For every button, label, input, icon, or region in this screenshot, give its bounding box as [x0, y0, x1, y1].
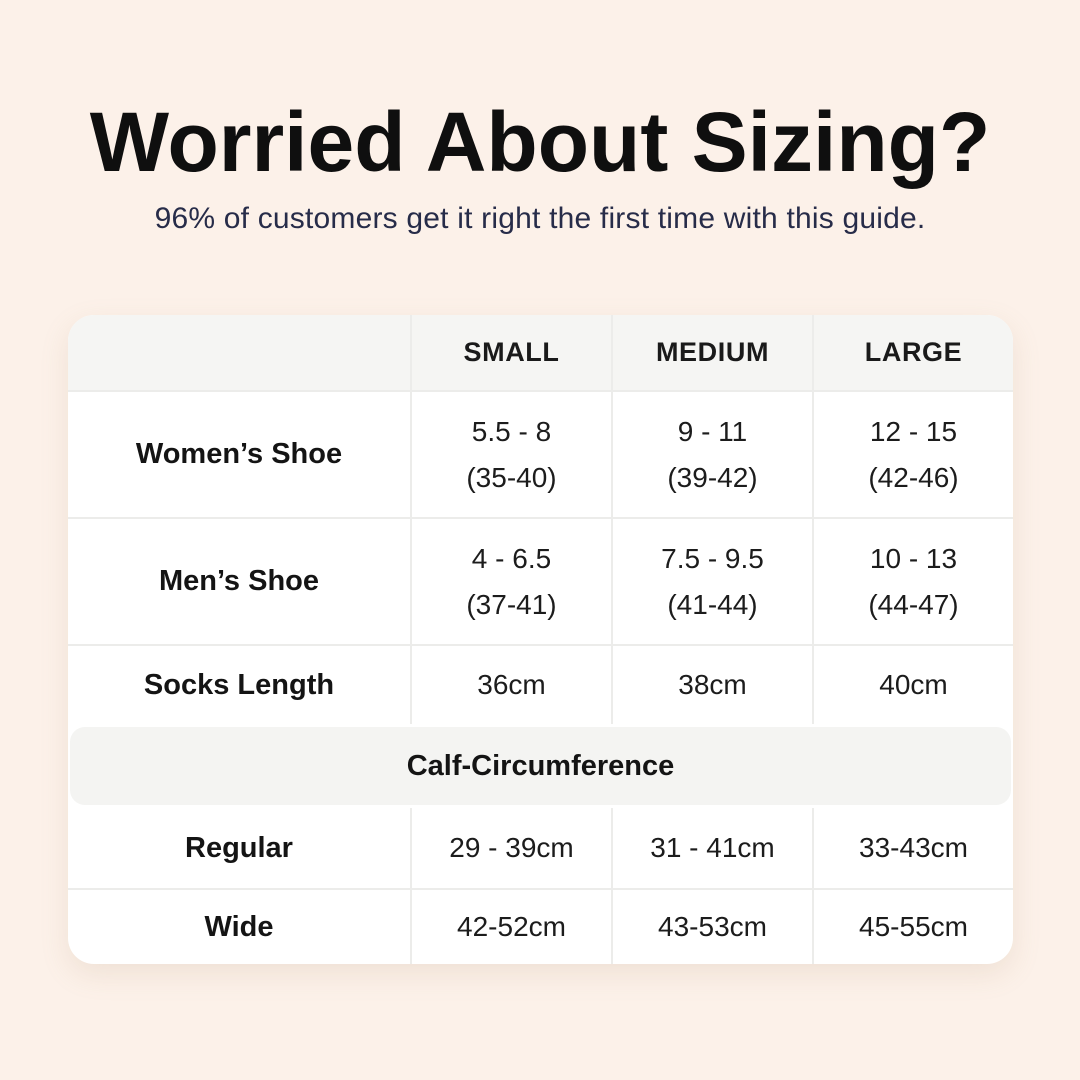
cell-socks-length-large: 40cm: [812, 646, 1013, 724]
hero-section: Worried About Sizing? 96% of customers g…: [0, 0, 1080, 236]
cell-socks-length-medium: 38cm: [611, 646, 812, 724]
column-header-large: LARGE: [812, 315, 1013, 390]
cell-regular-small: 29 - 39cm: [410, 808, 611, 888]
cell-regular-large: 33-43cm: [812, 808, 1013, 888]
table-row-mens-shoe: Men’s Shoe 4 - 6.5 (37-41) 7.5 - 9.5 (41…: [68, 517, 1013, 644]
cell-womens-shoe-small: 5.5 - 8 (35-40): [410, 392, 611, 517]
cell-regular-medium: 31 - 41cm: [611, 808, 812, 888]
column-header-blank: [68, 315, 410, 390]
section-header-label: Calf-Circumference: [406, 749, 675, 782]
size-chart-table: SMALL MEDIUM LARGE Women’s Shoe 5.5 - 8 …: [68, 315, 1013, 964]
page-subtitle: 96% of customers get it right the first …: [154, 202, 926, 236]
row-label-socks-length: Socks Length: [143, 668, 335, 701]
column-header-medium: MEDIUM: [611, 315, 812, 390]
cell-womens-shoe-large: 12 - 15 (42-46): [812, 392, 1013, 517]
section-header-calf-circumference: Calf-Circumference: [70, 727, 1011, 805]
cell-socks-length-small: 36cm: [410, 646, 611, 724]
row-label-womens-shoe: Women’s Shoe: [135, 438, 343, 470]
cell-wide-medium: 43-53cm: [611, 890, 812, 964]
table-row-womens-shoe: Women’s Shoe 5.5 - 8 (35-40) 9 - 11 (39-…: [68, 390, 1013, 517]
cell-wide-small: 42-52cm: [410, 890, 611, 964]
cell-womens-shoe-medium: 9 - 11 (39-42): [611, 392, 812, 517]
page-title: Worried About Sizing?: [89, 95, 991, 189]
cell-mens-shoe-large: 10 - 13 (44-47): [812, 519, 1013, 644]
table-header-row: SMALL MEDIUM LARGE: [68, 315, 1013, 390]
cell-wide-large: 45-55cm: [812, 890, 1013, 964]
row-label-wide: Wide: [204, 910, 274, 943]
column-header-small: SMALL: [410, 315, 611, 390]
cell-mens-shoe-medium: 7.5 - 9.5 (41-44): [611, 519, 812, 644]
table-row-wide: Wide 42-52cm 43-53cm 45-55cm: [68, 888, 1013, 964]
row-label-mens-shoe: Men’s Shoe: [158, 565, 320, 597]
cell-mens-shoe-small: 4 - 6.5 (37-41): [410, 519, 611, 644]
row-label-regular: Regular: [185, 831, 293, 864]
table-row-regular: Regular 29 - 39cm 31 - 41cm 33-43cm: [68, 808, 1013, 888]
table-row-socks-length: Socks Length 36cm 38cm 40cm: [68, 644, 1013, 724]
